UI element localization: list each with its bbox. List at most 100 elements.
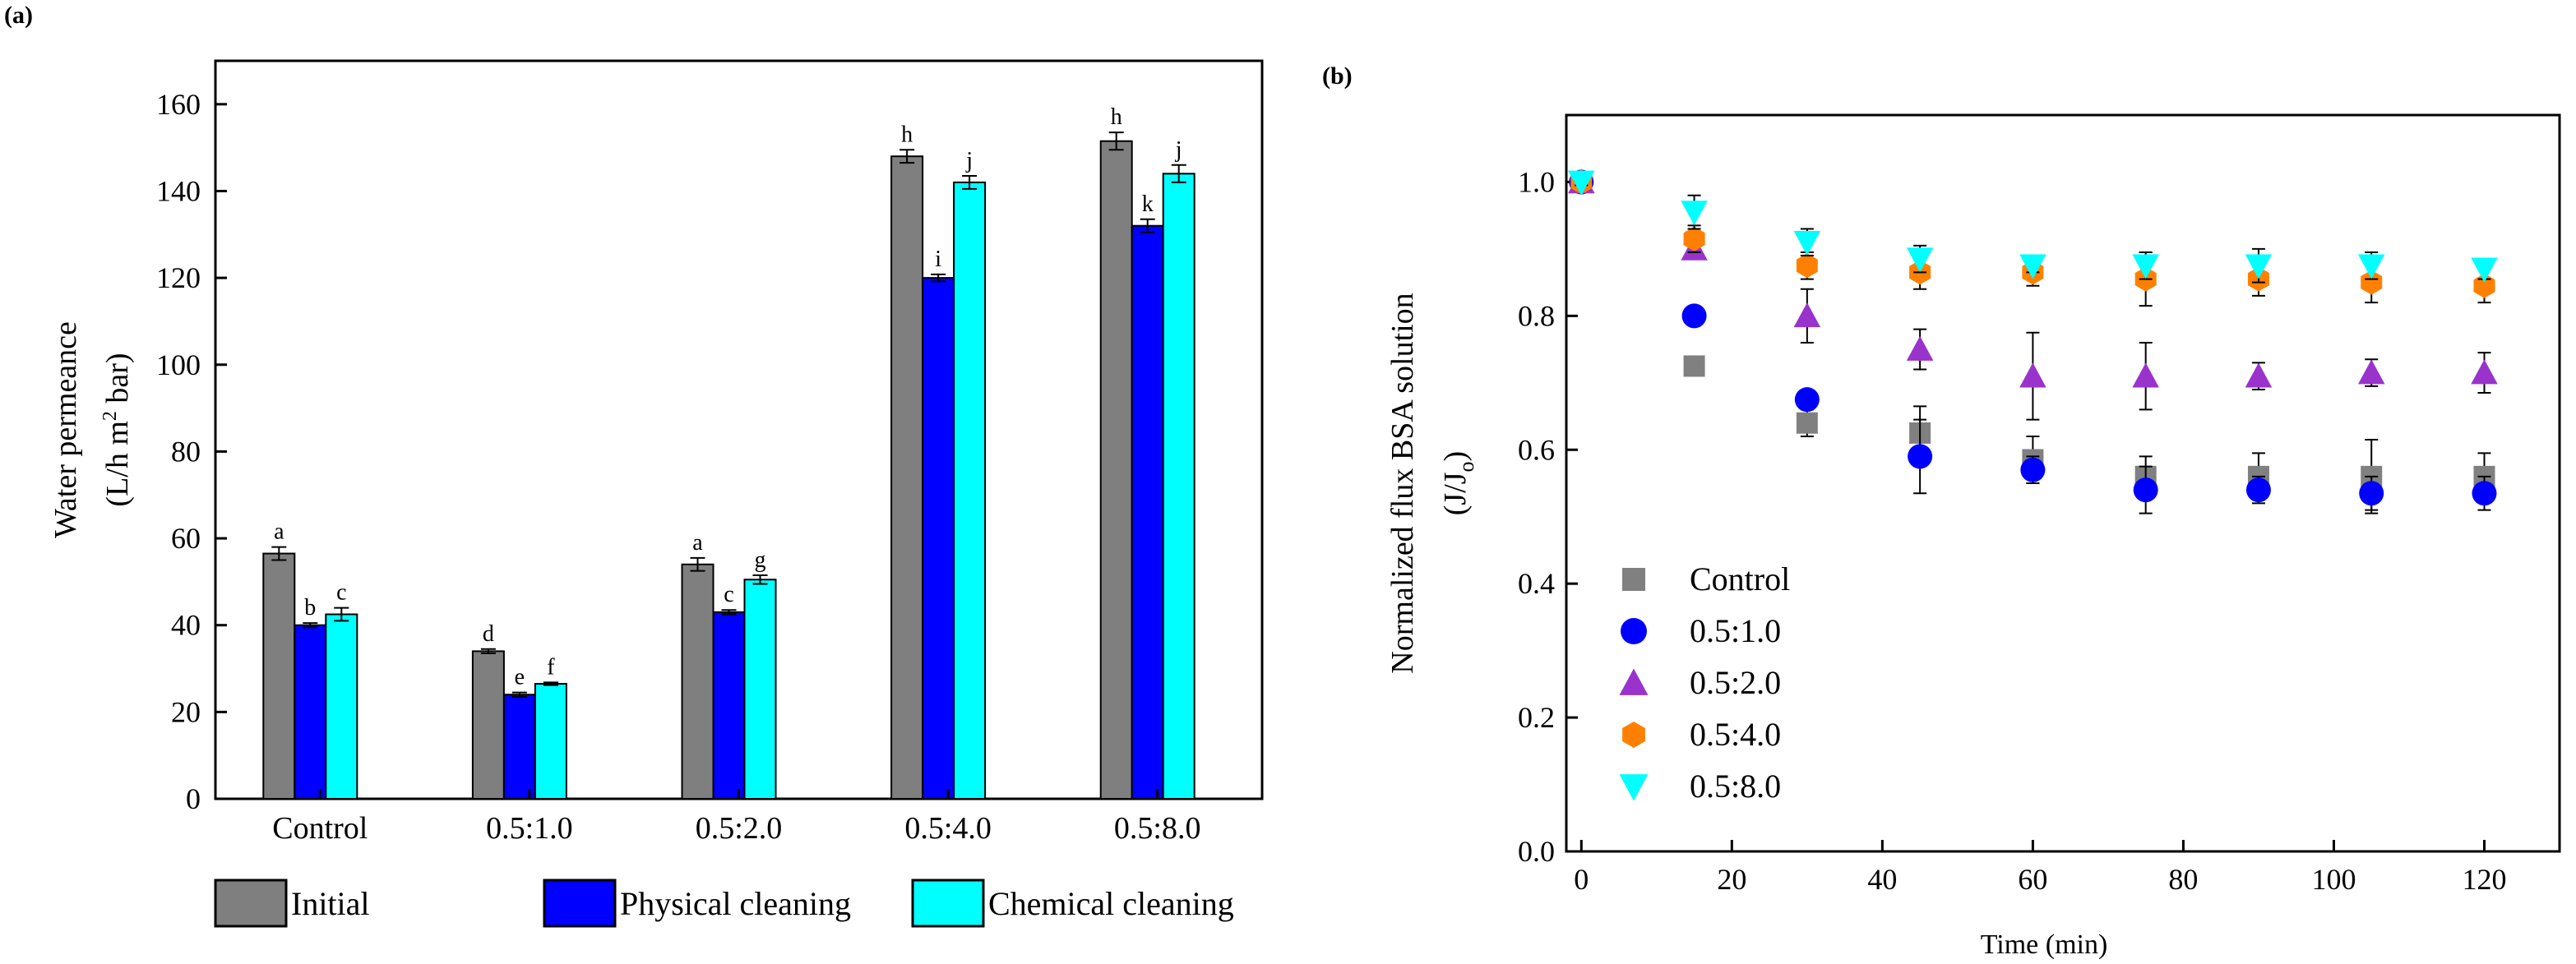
y-units-a-part2: bar) bbox=[100, 353, 135, 411]
panel-b: (b) 0.0 0.2 0.4 0.6 0.8 1.0 0 20 40 60 80 100 120 T… bbox=[1322, 62, 2561, 960]
y-tick-label-b: 0.8 bbox=[1518, 299, 1555, 332]
data-point bbox=[2132, 362, 2159, 388]
legend-a: Initial Physical cleaning Chemical cleanin… bbox=[214, 879, 1234, 928]
y-tick-label-a: 0 bbox=[186, 782, 201, 815]
bar-significance-letter: c bbox=[724, 582, 733, 607]
x-tick-label-b: 120 bbox=[2462, 863, 2506, 896]
data-point bbox=[1794, 387, 1820, 413]
bar bbox=[681, 563, 715, 800]
legend-swatch-a bbox=[214, 879, 288, 928]
data-point bbox=[2357, 359, 2385, 385]
bar-significance-letter: j bbox=[965, 148, 973, 173]
legend-label-a: Chemical cleaning bbox=[988, 885, 1234, 922]
bar bbox=[953, 181, 987, 800]
y-units-b-part1: (J/J bbox=[1438, 472, 1473, 515]
data-point bbox=[2471, 257, 2498, 283]
bar bbox=[325, 613, 358, 800]
x-tick-label-b: 80 bbox=[2168, 863, 2198, 896]
y-tick-label-a: 20 bbox=[171, 695, 201, 728]
bar-significance-letter: e bbox=[515, 665, 525, 690]
legend-label-b: 0.5:2.0 bbox=[1690, 664, 1781, 701]
bar bbox=[262, 552, 296, 800]
data-point bbox=[2471, 359, 2498, 385]
x-tick-label-b: 40 bbox=[1867, 863, 1897, 896]
y-tick-label-b: 0.2 bbox=[1518, 701, 1555, 734]
y-tick-label-a: 40 bbox=[171, 609, 201, 642]
legend-label-b: Control bbox=[1690, 560, 1790, 597]
bar bbox=[743, 579, 777, 800]
data-point bbox=[1908, 444, 1933, 469]
data-point bbox=[2245, 362, 2273, 388]
legend-label-a: Initial bbox=[291, 885, 370, 922]
x-category-label: Control bbox=[272, 811, 368, 846]
legend-label-b: 0.5:1.0 bbox=[1690, 612, 1781, 649]
bar-significance-letter: b bbox=[304, 595, 316, 620]
y-tick-label-b: 0.0 bbox=[1518, 835, 1555, 868]
y-tick-label-b: 0.4 bbox=[1518, 567, 1555, 600]
x-tick-label-b: 100 bbox=[2311, 863, 2356, 896]
legend-marker-b bbox=[1619, 774, 1649, 801]
y-axis-ticks-b: 0.0 0.2 0.4 0.6 0.8 1.0 bbox=[1518, 165, 1578, 868]
y-tick-label-a: 120 bbox=[156, 261, 201, 294]
y-axis-units-b: (J/Jo) bbox=[1438, 451, 1478, 515]
x-axis-label-b: Time (min) bbox=[1981, 929, 2108, 960]
data-point bbox=[2019, 362, 2046, 388]
x-category-label: 0.5:8.0 bbox=[1114, 811, 1201, 846]
bar-significance-letter: a bbox=[274, 519, 284, 545]
bar bbox=[534, 683, 567, 800]
x-tick-label-b: 20 bbox=[1717, 863, 1746, 896]
data-point bbox=[1568, 170, 1595, 196]
y-axis-label-b: Normalized flux BSA solution bbox=[1385, 293, 1420, 673]
bar-significance-letter: i bbox=[935, 247, 941, 272]
data-point bbox=[1681, 303, 1707, 329]
data-point bbox=[1793, 302, 1821, 328]
y-tick-label-a: 160 bbox=[156, 88, 201, 121]
bar bbox=[1099, 140, 1133, 800]
bar bbox=[1162, 173, 1196, 800]
data-point bbox=[1683, 226, 1705, 251]
bar bbox=[890, 155, 924, 800]
x-category-label: 0.5:4.0 bbox=[904, 811, 992, 846]
data-point bbox=[1906, 247, 1934, 273]
data-point bbox=[2357, 254, 2385, 279]
data-point bbox=[1681, 201, 1708, 226]
legend-swatch-a bbox=[543, 879, 617, 928]
bar bbox=[1131, 224, 1164, 800]
bar-significance-letter: c bbox=[336, 580, 346, 606]
bar bbox=[712, 611, 746, 800]
bar-significance-letter: a bbox=[692, 530, 703, 556]
x-axis-categories-a: Control 0.5:1.0 0.5:2.0 0.5:4.0 0.5:8.0 bbox=[272, 789, 1200, 846]
y-tick-label-b: 1.0 bbox=[1518, 165, 1555, 198]
y-tick-label-a: 140 bbox=[156, 174, 201, 207]
bar-significance-letter: h bbox=[901, 122, 913, 147]
data-point bbox=[2245, 477, 2271, 503]
legend-label-b: 0.5:4.0 bbox=[1690, 716, 1781, 753]
y-axis-units-a: (L/h m2 bar) bbox=[99, 353, 135, 506]
panel-b-label: (b) bbox=[1322, 62, 1353, 90]
data-point bbox=[2245, 254, 2273, 279]
y-units-a-part1: (L/h m bbox=[100, 421, 135, 506]
data-point bbox=[2133, 477, 2158, 503]
x-category-label: 0.5:2.0 bbox=[696, 811, 783, 846]
y-axis-ticks-a: 0 20 40 60 80 100 120 140 160 bbox=[156, 88, 227, 815]
legend-marker-b bbox=[1622, 568, 1645, 591]
data-point bbox=[1683, 355, 1705, 377]
data-point bbox=[2132, 254, 2159, 279]
y-tick-label-a: 100 bbox=[156, 348, 201, 381]
legend-b: Control 0.5:1.0 0.5:2.0 0.5:4.0 0.5:8.0 bbox=[1619, 560, 1790, 805]
y-units-b-subscript: o bbox=[1454, 461, 1478, 472]
y-tick-label-a: 60 bbox=[171, 522, 201, 555]
x-category-label: 0.5:1.0 bbox=[486, 811, 573, 846]
bar-significance-letter: h bbox=[1111, 104, 1122, 130]
bar-significance-letter: f bbox=[547, 654, 555, 680]
bar-significance-letter: k bbox=[1142, 191, 1154, 217]
bar-significance-letter: j bbox=[1175, 137, 1182, 163]
bar-significance-letter: g bbox=[755, 547, 766, 573]
y-tick-label-b: 0.6 bbox=[1518, 433, 1555, 466]
data-point bbox=[1796, 253, 1818, 279]
bar bbox=[502, 694, 536, 800]
legend-swatch-a bbox=[911, 879, 985, 928]
